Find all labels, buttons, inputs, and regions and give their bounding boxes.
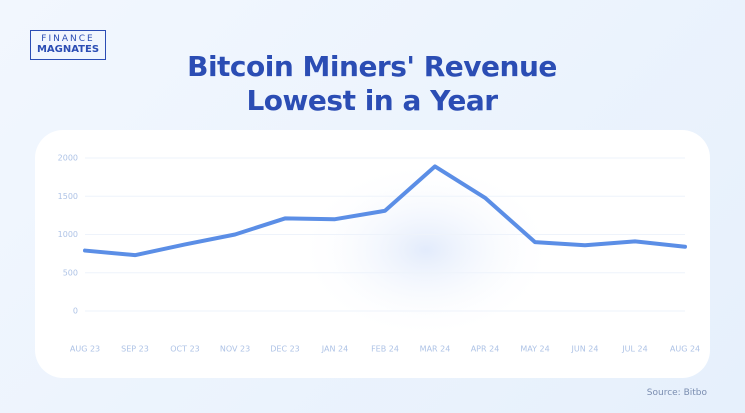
x-tick-label: JAN 24 bbox=[321, 345, 348, 354]
logo-text: MAGNATES bbox=[36, 44, 100, 55]
y-tick-label: 0 bbox=[73, 307, 78, 316]
source: Source: Bitbo bbox=[646, 388, 707, 398]
y-tick-label: 500 bbox=[63, 268, 78, 277]
x-tick-label: MAY 24 bbox=[520, 345, 549, 354]
y-tick-label: 2000 bbox=[58, 154, 78, 163]
x-tick-label: OCT 23 bbox=[170, 345, 200, 354]
x-tick-label: MAR 24 bbox=[420, 345, 451, 354]
x-tick-label: FEB 24 bbox=[371, 345, 399, 354]
x-tick-label: DEC 23 bbox=[270, 345, 300, 354]
x-tick-label: NOV 23 bbox=[220, 345, 250, 354]
x-tick-label: JUN 24 bbox=[571, 345, 599, 354]
logo-text: FINANCE bbox=[41, 34, 95, 44]
chart-title: Bitcoin Miners' Revenue Lowest in a Year bbox=[187, 50, 557, 117]
x-tick-label: AUG 24 bbox=[670, 345, 700, 354]
x-tick-label: APR 24 bbox=[471, 345, 500, 354]
logo: FINANCE MAGNATES bbox=[30, 30, 106, 60]
x-tick-label: SEP 23 bbox=[121, 345, 149, 354]
y-tick-label: 1000 bbox=[58, 230, 78, 239]
y-tick-label: 1500 bbox=[58, 192, 78, 201]
x-tick-label: JUL 24 bbox=[621, 345, 647, 354]
line bbox=[83, 164, 687, 258]
glow bbox=[296, 160, 556, 340]
x-tick-label: AUG 23 bbox=[70, 345, 100, 354]
